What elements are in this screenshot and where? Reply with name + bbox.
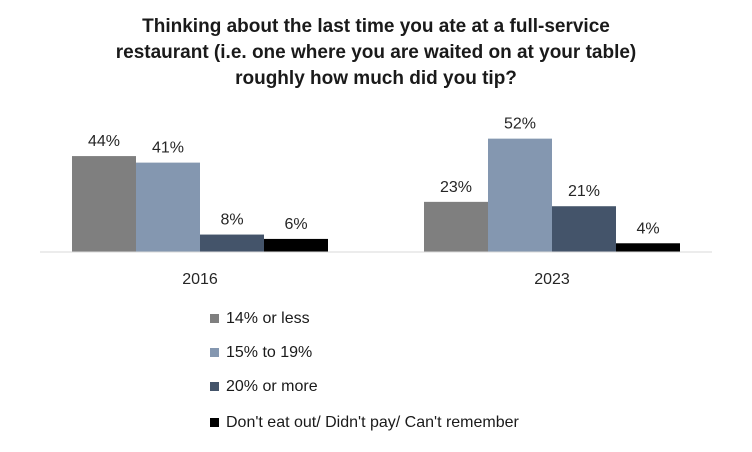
legend-label-dont-eat-out: Don't eat out/ Didn't pay/ Can't remembe… [226, 414, 519, 431]
chart-title-line-1: Thinking about the last time you ate at … [142, 16, 610, 37]
bar-2023-20-or-more [552, 206, 616, 252]
value-label-2016-don-t-eat-out-didn-t-pay-can-t-remember: 6% [284, 216, 307, 233]
legend-label-14-or-less: 14% or less [226, 310, 310, 327]
legend-label-15-to-19: 15% to 19% [226, 344, 313, 361]
legend-label-20-or-more: 20% or more [226, 378, 318, 395]
chart-title: Thinking about the last time you ate at … [0, 14, 752, 92]
legend-swatch-15-to-19 [210, 348, 219, 357]
value-label-2023-15-to-19: 52% [504, 116, 536, 133]
legend-swatch-20-or-more [210, 382, 219, 391]
value-label-2016-14-or-less: 44% [88, 133, 120, 150]
x-tick-label-2023: 2023 [534, 271, 570, 288]
bar-2016-don-t-eat-out-didn-t-pay-can-t-remember [264, 238, 328, 252]
bar-2016-15-to-19 [136, 162, 200, 252]
legend-swatch-dont-eat-out [210, 418, 219, 427]
bar-2023-14-or-less [424, 201, 488, 252]
value-label-2016-20-or-more: 8% [220, 212, 243, 229]
bars-group [72, 138, 680, 252]
bar-2016-14-or-less [72, 156, 136, 252]
bar-2016-20-or-more [200, 234, 264, 252]
bar-2023-15-to-19 [488, 138, 552, 252]
value-labels-group: 44% 41% 8% 6% 23% 52% 21% 4% [88, 116, 660, 238]
x-tick-label-2016: 2016 [182, 271, 218, 288]
bar-2023-don-t-eat-out-didn-t-pay-can-t-remember [616, 243, 680, 252]
bar-chart: 44% 41% 8% 6% 23% 52% 21% 4% 2016 2023 [40, 116, 712, 288]
value-label-2023-20-or-more: 21% [568, 183, 600, 200]
value-label-2023-don-t-eat-out-didn-t-pay-can-t-remember: 4% [636, 220, 659, 237]
legend-swatch-14-or-less [210, 314, 219, 323]
chart-title-line-2: restaurant (i.e. one where you are waite… [115, 42, 637, 63]
value-label-2016-15-to-19: 41% [152, 140, 184, 157]
chart-title-line-3: roughly how much did you tip? [235, 68, 517, 89]
x-tick-labels-group: 2016 2023 [182, 271, 570, 288]
value-label-2023-14-or-less: 23% [440, 179, 472, 196]
